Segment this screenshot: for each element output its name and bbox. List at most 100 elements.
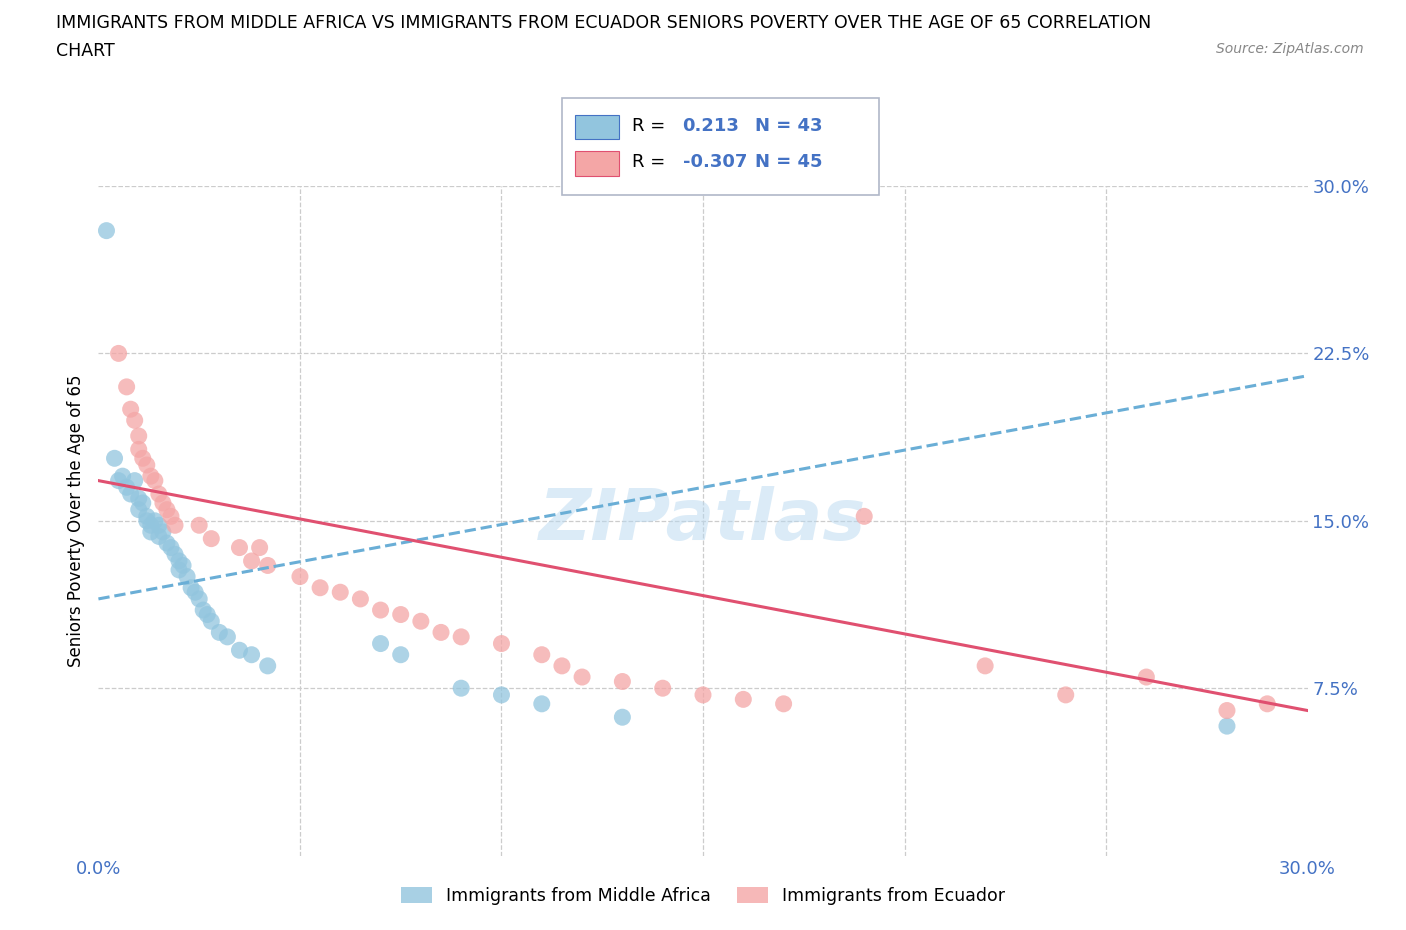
Point bbox=[128, 429, 150, 444]
Point bbox=[200, 531, 222, 546]
Point bbox=[1216, 719, 1239, 734]
Point bbox=[571, 670, 593, 684]
Point bbox=[772, 697, 794, 711]
Point bbox=[152, 525, 174, 539]
Point bbox=[692, 687, 714, 702]
Point bbox=[156, 536, 179, 551]
Text: Source: ZipAtlas.com: Source: ZipAtlas.com bbox=[1216, 42, 1364, 56]
FancyBboxPatch shape bbox=[562, 98, 879, 195]
Point bbox=[143, 473, 166, 488]
Point bbox=[551, 658, 574, 673]
Point bbox=[139, 518, 162, 533]
Point bbox=[115, 480, 138, 495]
Point bbox=[288, 569, 311, 584]
Point bbox=[450, 630, 472, 644]
Point bbox=[103, 451, 125, 466]
Point bbox=[733, 692, 755, 707]
Point bbox=[491, 636, 513, 651]
Point bbox=[256, 658, 278, 673]
Point bbox=[124, 413, 146, 428]
Point bbox=[228, 643, 250, 658]
Point bbox=[491, 687, 513, 702]
Text: N = 45: N = 45 bbox=[755, 153, 823, 171]
Point bbox=[180, 580, 202, 595]
Point bbox=[128, 491, 150, 506]
Point bbox=[249, 540, 271, 555]
Point bbox=[120, 402, 142, 417]
Point bbox=[1054, 687, 1077, 702]
Point bbox=[156, 502, 179, 517]
Point bbox=[530, 647, 553, 662]
Text: ZIPatlas: ZIPatlas bbox=[540, 486, 866, 555]
Point bbox=[651, 681, 673, 696]
Text: R =: R = bbox=[633, 153, 665, 171]
Point bbox=[115, 379, 138, 394]
Point bbox=[853, 509, 876, 524]
Legend: Immigrants from Middle Africa, Immigrants from Ecuador: Immigrants from Middle Africa, Immigrant… bbox=[394, 880, 1012, 912]
Point bbox=[148, 486, 170, 501]
Point bbox=[188, 518, 211, 533]
Point bbox=[152, 496, 174, 511]
Point bbox=[1216, 703, 1239, 718]
Point bbox=[148, 529, 170, 544]
Text: -0.307: -0.307 bbox=[683, 153, 747, 171]
Point bbox=[135, 509, 157, 524]
Point bbox=[240, 647, 263, 662]
Point bbox=[167, 563, 190, 578]
Point bbox=[139, 469, 162, 484]
Point bbox=[160, 509, 183, 524]
Point bbox=[148, 518, 170, 533]
Text: IMMIGRANTS FROM MIDDLE AFRICA VS IMMIGRANTS FROM ECUADOR SENIORS POVERTY OVER TH: IMMIGRANTS FROM MIDDLE AFRICA VS IMMIGRA… bbox=[56, 14, 1152, 32]
Point bbox=[172, 558, 194, 573]
Point bbox=[193, 603, 215, 618]
Point bbox=[135, 458, 157, 472]
Point bbox=[389, 607, 412, 622]
Point bbox=[370, 603, 392, 618]
Point bbox=[1256, 697, 1278, 711]
Point bbox=[228, 540, 250, 555]
Point bbox=[200, 614, 222, 629]
Point bbox=[120, 486, 142, 501]
Point bbox=[612, 710, 634, 724]
Point bbox=[256, 558, 278, 573]
Point bbox=[1135, 670, 1157, 684]
Point bbox=[195, 607, 218, 622]
Point bbox=[430, 625, 453, 640]
Point bbox=[139, 525, 162, 539]
Point bbox=[132, 496, 155, 511]
Point bbox=[163, 518, 186, 533]
Point bbox=[184, 585, 207, 600]
Point bbox=[208, 625, 231, 640]
Text: CHART: CHART bbox=[56, 42, 115, 60]
Point bbox=[128, 442, 150, 457]
Point bbox=[124, 473, 146, 488]
Point bbox=[240, 553, 263, 568]
Point bbox=[160, 540, 183, 555]
Y-axis label: Seniors Poverty Over the Age of 65: Seniors Poverty Over the Age of 65 bbox=[66, 375, 84, 667]
Point bbox=[163, 547, 186, 562]
Point bbox=[188, 591, 211, 606]
Point bbox=[530, 697, 553, 711]
Point bbox=[167, 553, 190, 568]
Point bbox=[370, 636, 392, 651]
Point bbox=[96, 223, 118, 238]
Point bbox=[974, 658, 997, 673]
Point bbox=[409, 614, 432, 629]
FancyBboxPatch shape bbox=[575, 152, 619, 176]
Point bbox=[329, 585, 352, 600]
Point bbox=[612, 674, 634, 689]
Text: R =: R = bbox=[633, 117, 665, 135]
Point bbox=[128, 502, 150, 517]
Point bbox=[111, 469, 134, 484]
Point bbox=[143, 513, 166, 528]
Point bbox=[349, 591, 371, 606]
Point bbox=[217, 630, 239, 644]
Point bbox=[389, 647, 412, 662]
Text: N = 43: N = 43 bbox=[755, 117, 823, 135]
Point bbox=[135, 513, 157, 528]
Point bbox=[107, 473, 129, 488]
Point bbox=[107, 346, 129, 361]
Point bbox=[450, 681, 472, 696]
Point bbox=[176, 569, 198, 584]
Point bbox=[309, 580, 332, 595]
